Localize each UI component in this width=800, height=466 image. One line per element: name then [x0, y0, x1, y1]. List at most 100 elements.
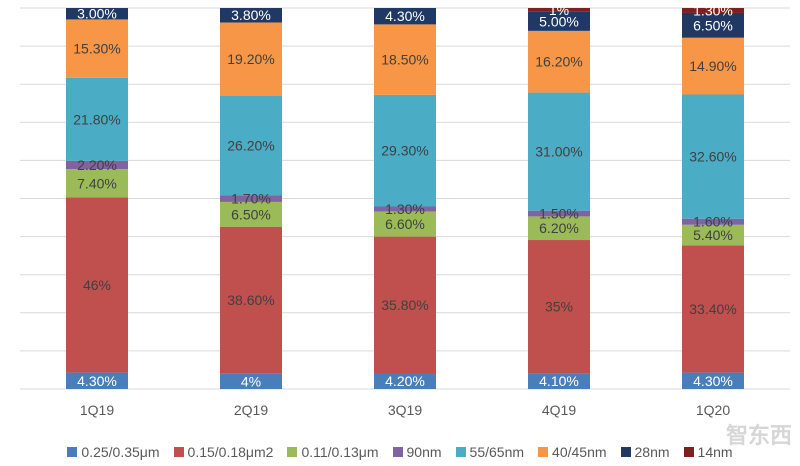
- data-label: 6.60%: [385, 216, 425, 232]
- bar-segment: [528, 8, 590, 12]
- data-label: 26.20%: [227, 138, 274, 154]
- bar-segment: [220, 8, 282, 23]
- bar-segment: [220, 95, 282, 196]
- legend-item: 28nm: [620, 444, 670, 460]
- bar-segment: [374, 24, 436, 95]
- legend-label: 55/65nm: [469, 444, 525, 460]
- category-label: 3Q19: [388, 402, 422, 418]
- legend-item: 14nm: [683, 444, 733, 460]
- legend-item: 0.25/0.35μm: [67, 444, 160, 460]
- legend-swatch: [538, 447, 549, 457]
- bar-segment: [374, 211, 436, 237]
- data-label: 7.40%: [77, 175, 117, 191]
- stacked-bar-chart: 4.30% 46% 7.40% 2.20% 21.80% 15.30% 3.00% 4% 38.…: [20, 2, 790, 418]
- legend-swatch: [173, 447, 184, 457]
- legend: 0.25/0.35μm 0.15/0.18μm2 0.11/0.13μm 90nm 55…: [0, 440, 800, 464]
- data-label: 1.30%: [693, 2, 733, 18]
- bar-segment: [528, 210, 590, 217]
- data-label: 4.20%: [385, 373, 425, 389]
- category-label: 1Q20: [696, 402, 730, 418]
- legend-item: 55/65nm: [455, 444, 525, 460]
- data-label: 32.60%: [689, 149, 736, 165]
- data-label: 1.30%: [385, 201, 425, 217]
- bars: [66, 8, 744, 389]
- legend-label: 90nm: [406, 444, 442, 460]
- bar-segment: [528, 373, 590, 389]
- data-label: 16.20%: [535, 54, 582, 70]
- bar-segment: [528, 216, 590, 241]
- legend-label: 0.15/0.18μm2: [187, 444, 274, 460]
- data-label: 19.20%: [227, 51, 274, 67]
- data-label: 1.50%: [539, 206, 579, 222]
- data-label: 3.00%: [77, 6, 117, 22]
- bar-segment: [66, 197, 128, 373]
- data-label: 5.00%: [539, 13, 579, 29]
- bar-segment: [220, 226, 282, 374]
- category-label: 4Q19: [542, 402, 576, 418]
- data-label: 6.50%: [231, 206, 271, 222]
- bar-segment: [220, 373, 282, 389]
- bar-segment: [528, 240, 590, 374]
- legend-swatch: [287, 447, 298, 457]
- legend-label: 14nm: [697, 444, 733, 460]
- bar-segment: [66, 372, 128, 389]
- data-label: 5.40%: [693, 227, 733, 243]
- data-label: 21.80%: [73, 111, 120, 127]
- bar-segment: [682, 224, 744, 246]
- bar-segment: [682, 245, 744, 373]
- legend-item: 40/45nm: [538, 444, 607, 460]
- bar-segment: [66, 77, 128, 161]
- bar-segment: [66, 8, 128, 20]
- legend-item: 0.15/0.18μm2: [173, 444, 274, 460]
- bar-segment: [66, 19, 128, 78]
- data-label: 2.20%: [77, 157, 117, 173]
- data-label: 29.30%: [381, 143, 428, 159]
- bar-segment: [374, 372, 436, 389]
- legend-swatch: [683, 447, 694, 457]
- data-label: 18.50%: [381, 52, 428, 68]
- data-label: 31.00%: [535, 144, 582, 160]
- legend-label: 0.11/0.13μm: [301, 444, 379, 460]
- bar-segment: [374, 236, 436, 373]
- bar-segment: [682, 8, 744, 13]
- watermark: 智东西: [725, 424, 792, 449]
- bar-segment: [682, 372, 744, 389]
- data-label: 6.20%: [539, 220, 579, 236]
- data-label: 33.40%: [689, 301, 736, 317]
- data-label: 4.30%: [385, 8, 425, 24]
- data-label: 4%: [241, 373, 261, 389]
- bar-segment: [220, 201, 282, 227]
- category-label: 1Q19: [80, 402, 114, 418]
- data-label: 38.60%: [227, 292, 274, 308]
- legend-item: 90nm: [392, 444, 442, 460]
- data-label: 1.70%: [231, 191, 271, 207]
- data-label: 35%: [545, 299, 573, 315]
- bar-segment: [374, 206, 436, 212]
- data-label: 1.60%: [693, 214, 733, 230]
- bar-segment: [528, 92, 590, 211]
- data-label: 46%: [83, 277, 111, 293]
- legend-swatch: [392, 447, 403, 457]
- data-label: 6.50%: [693, 17, 733, 33]
- bar-segment: [66, 169, 128, 198]
- data-label: 35.80%: [381, 297, 428, 313]
- data-label: 4.30%: [693, 373, 733, 389]
- category-label: 2Q19: [234, 402, 268, 418]
- legend-label: 40/45nm: [552, 444, 607, 460]
- data-label: 4.30%: [77, 373, 117, 389]
- legend-label: 28nm: [634, 444, 670, 460]
- bar-segment: [220, 195, 282, 202]
- data-label: 4.10%: [539, 373, 579, 389]
- bar-segment: [528, 11, 590, 31]
- bar-segment: [66, 160, 128, 170]
- bar-segment: [682, 37, 744, 95]
- legend-swatch: [620, 447, 631, 457]
- bar-segment: [528, 30, 590, 93]
- legend-label: 0.25/0.35μm: [81, 444, 160, 460]
- legend-item: 0.11/0.13μm: [287, 444, 379, 460]
- bar-segment: [374, 8, 436, 25]
- category-axis: 1Q19 2Q19 3Q19 4Q19 1Q20: [80, 402, 730, 418]
- data-labels: 4.30% 46% 7.40% 2.20% 21.80% 15.30% 3.00% 4% 38.…: [73, 2, 736, 389]
- bar-segment: [682, 94, 744, 219]
- legend-swatch: [67, 447, 78, 457]
